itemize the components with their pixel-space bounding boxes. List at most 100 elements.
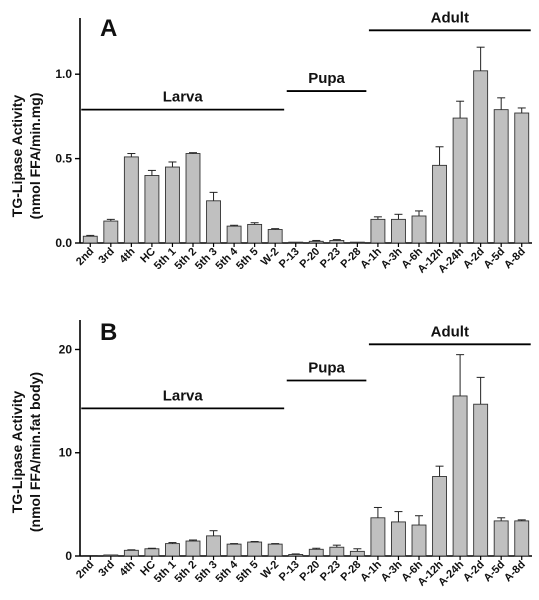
x-tick-label: A-2d: [461, 559, 487, 585]
panel-b-ylabel-line1: TG-Lipase Activity: [9, 391, 25, 514]
bar: [247, 223, 263, 244]
x-tick-label: P-23: [318, 246, 343, 271]
panel-a-y-tick-label: 0.5: [55, 152, 72, 166]
x-tick-label: A-8d: [502, 246, 528, 272]
bar: [391, 218, 406, 244]
bar: [432, 164, 447, 244]
x-tick-label: 3rd: [96, 559, 117, 580]
bar: [370, 517, 386, 557]
bar: [185, 540, 201, 557]
bar: [267, 229, 283, 244]
x-tick-label: 5th 3: [193, 246, 220, 273]
x-tick-label: W-2: [259, 246, 282, 269]
bar: [165, 166, 180, 244]
panel-a-ylabel-line2: (nmol FFA/min.mg): [27, 93, 43, 220]
bar: [308, 240, 324, 244]
bar: [473, 70, 489, 244]
panel-b: B TG-Lipase Activity (nmol FFA/min.fat b…: [9, 319, 532, 589]
x-tick-label: A-5d: [482, 246, 508, 272]
x-tick-label: 2nd: [74, 246, 96, 268]
bar: [514, 520, 530, 557]
bar: [329, 546, 345, 557]
x-tick-label: A-3h: [379, 245, 405, 271]
bar: [82, 235, 98, 244]
bar: [185, 153, 201, 244]
x-tick-label: P-23: [318, 559, 343, 584]
x-tick-label: 5th 1: [152, 246, 179, 273]
bar: [288, 241, 304, 244]
x-tick-label: P-28: [339, 559, 364, 584]
x-tick-label: A-5d: [482, 559, 508, 585]
panel-a-ylabel-line1: TG-Lipase Activity: [9, 95, 25, 218]
x-tick-label: 5th 4: [214, 245, 241, 272]
panel-a: A TG-Lipase Activity (nmol FFA/min.mg) 0…: [9, 9, 532, 276]
bar: [493, 109, 509, 244]
x-tick-label: 5th 2: [172, 246, 199, 273]
x-tick-label: 3rd: [96, 246, 117, 267]
x-tick-label: 5th 3: [193, 559, 220, 586]
bar: [144, 548, 160, 557]
x-tick-label: W-2: [259, 559, 282, 582]
panel-a-y-tick-label: 1.0: [55, 67, 72, 81]
bar: [432, 476, 447, 557]
panel-b-y-tick-label: 0: [65, 549, 72, 563]
panel-b-ylabel-line2: (nmol FFA/min.fat body): [27, 372, 43, 532]
bar: [329, 240, 345, 244]
x-tick-label: A-1h: [358, 558, 384, 584]
bar: [123, 549, 139, 557]
bar: [349, 241, 365, 244]
stage-label-pupa: Pupa: [308, 359, 345, 376]
x-tick-label: 2nd: [74, 559, 96, 581]
x-tick-label: P-13: [277, 559, 302, 584]
panel-a-label: A: [100, 15, 117, 42]
bar: [452, 117, 468, 244]
bar: [391, 521, 406, 557]
x-tick-label: A-1h: [358, 245, 384, 271]
x-tick-label: A-8d: [502, 559, 528, 585]
x-tick-label: A-3h: [379, 558, 405, 584]
bar: [206, 535, 221, 557]
stage-label-larva: Larva: [163, 89, 204, 106]
bar: [349, 550, 365, 557]
bar: [411, 215, 427, 244]
panel-b-label: B: [100, 319, 117, 346]
bar: [144, 175, 160, 244]
x-tick-label: P-20: [297, 559, 322, 584]
x-tick-label: 4th: [117, 245, 137, 265]
bar: [206, 200, 221, 244]
bar: [514, 112, 530, 244]
stage-label-adult: Adult: [431, 323, 469, 340]
bar: [308, 548, 324, 557]
x-tick-label: A-2d: [461, 246, 487, 272]
bar: [226, 225, 242, 244]
x-tick-label: 5th 5: [234, 246, 261, 273]
bar: [473, 403, 489, 557]
x-tick-label: 5th 4: [214, 558, 241, 585]
x-tick-label: 5th 5: [234, 559, 261, 586]
panel-b-y-tick-label: 10: [59, 446, 73, 460]
x-tick-label: P-13: [277, 246, 302, 271]
stage-label-adult: Adult: [431, 9, 469, 26]
bar: [370, 218, 386, 244]
bar: [411, 524, 427, 557]
bar: [165, 543, 180, 557]
x-tick-label: P-20: [297, 246, 322, 271]
x-tick-label: P-28: [339, 246, 364, 271]
x-tick-label: 5th 2: [172, 559, 199, 586]
panel-b-y-tick-label: 20: [59, 342, 73, 356]
stage-label-larva: Larva: [163, 387, 204, 404]
bar: [247, 541, 263, 557]
bar: [123, 156, 139, 244]
bar: [288, 554, 304, 557]
stage-label-pupa: Pupa: [308, 70, 345, 87]
bar: [103, 220, 119, 244]
bar: [267, 543, 283, 557]
bar: [226, 543, 242, 557]
x-tick-label: 5th 1: [152, 559, 179, 586]
x-tick-label: 4th: [117, 558, 137, 578]
panel-a-y-tick-label: 0.0: [55, 236, 72, 250]
bar: [452, 395, 468, 557]
bar: [103, 554, 119, 557]
bar: [493, 520, 509, 557]
